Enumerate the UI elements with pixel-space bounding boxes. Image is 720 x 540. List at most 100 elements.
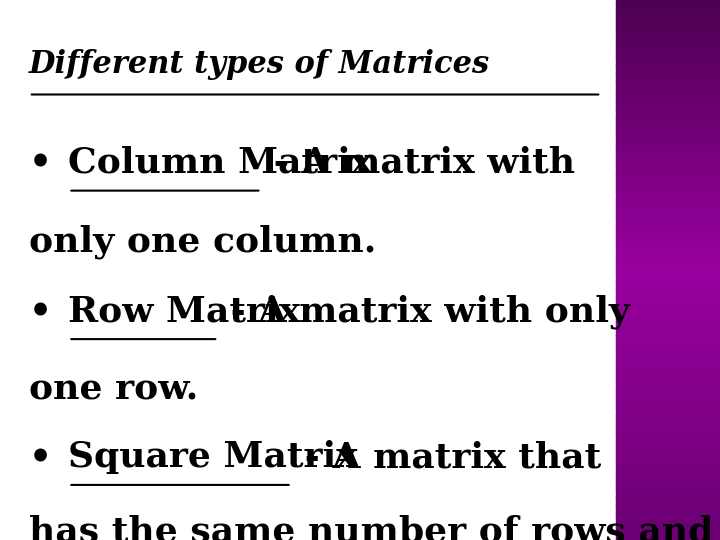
Bar — [616, 278, 720, 281]
Bar — [616, 242, 720, 246]
Bar — [616, 323, 720, 327]
Bar — [616, 251, 720, 254]
Bar — [616, 13, 720, 16]
Bar — [616, 413, 720, 416]
Bar — [616, 340, 720, 343]
Text: •: • — [29, 440, 52, 474]
Bar — [616, 364, 720, 367]
Bar — [616, 283, 720, 286]
Bar — [616, 367, 720, 370]
Bar — [616, 488, 720, 491]
Bar — [616, 477, 720, 481]
Bar — [616, 467, 720, 470]
Bar — [616, 102, 720, 105]
Bar — [616, 215, 720, 219]
Bar — [616, 391, 720, 394]
Bar — [616, 218, 720, 221]
Bar — [616, 353, 720, 356]
Bar — [616, 83, 720, 86]
Bar — [616, 296, 720, 300]
Bar — [616, 91, 720, 94]
Bar — [616, 24, 720, 27]
Bar — [616, 107, 720, 111]
Bar — [616, 507, 720, 510]
Bar — [616, 99, 720, 103]
Bar — [616, 472, 720, 475]
Bar — [616, 75, 720, 78]
Bar — [616, 180, 720, 184]
Bar — [616, 261, 720, 265]
Bar — [616, 186, 720, 189]
Bar — [616, 167, 720, 170]
Bar — [616, 188, 720, 192]
Bar — [616, 121, 720, 124]
Bar — [616, 269, 720, 273]
Bar — [616, 286, 720, 289]
Bar — [616, 485, 720, 489]
Bar — [616, 461, 720, 464]
Bar — [616, 510, 720, 513]
Text: Different types of Matrices: Different types of Matrices — [29, 49, 490, 79]
Bar — [616, 526, 720, 529]
Bar — [616, 59, 720, 62]
Bar — [616, 394, 720, 397]
Bar — [616, 496, 720, 500]
Text: •: • — [29, 294, 52, 328]
Bar — [616, 383, 720, 386]
Bar — [616, 423, 720, 427]
Bar — [616, 321, 720, 324]
Bar — [616, 64, 720, 68]
Bar — [616, 437, 720, 440]
Bar — [616, 156, 720, 159]
Bar — [616, 213, 720, 216]
Bar — [616, 191, 720, 194]
Bar — [616, 499, 720, 502]
Bar — [616, 326, 720, 329]
Bar — [616, 113, 720, 116]
Bar — [616, 469, 720, 472]
Bar — [616, 480, 720, 483]
Bar — [616, 224, 720, 227]
Bar — [616, 237, 720, 240]
Bar — [616, 399, 720, 402]
Bar — [616, 515, 720, 518]
Bar — [616, 529, 720, 532]
Bar — [616, 458, 720, 462]
Bar — [616, 205, 720, 208]
Bar — [616, 418, 720, 421]
Bar — [616, 170, 720, 173]
Bar — [616, 464, 720, 467]
Bar — [616, 32, 720, 35]
Bar — [616, 410, 720, 413]
Bar — [616, 334, 720, 338]
Bar — [616, 137, 720, 140]
Bar — [616, 372, 720, 375]
Bar — [616, 377, 720, 381]
Text: Square Matrix: Square Matrix — [68, 440, 358, 474]
Bar — [616, 234, 720, 238]
Bar — [616, 483, 720, 486]
Bar — [616, 126, 720, 130]
Text: Row Matrix: Row Matrix — [68, 294, 301, 328]
Bar — [616, 280, 720, 284]
Bar — [616, 199, 720, 202]
Bar — [616, 202, 720, 205]
Bar — [616, 537, 720, 540]
Bar — [616, 504, 720, 508]
Bar — [616, 491, 720, 494]
Bar — [616, 318, 720, 321]
Bar — [616, 302, 720, 305]
Bar — [616, 494, 720, 497]
Bar — [616, 132, 720, 135]
Bar — [616, 21, 720, 24]
Bar — [616, 172, 720, 176]
Bar — [616, 407, 720, 410]
Bar — [616, 521, 720, 524]
Bar — [616, 264, 720, 267]
Bar — [616, 429, 720, 432]
Bar — [616, 342, 720, 346]
Bar — [616, 45, 720, 49]
Bar — [616, 248, 720, 251]
Bar — [616, 350, 720, 354]
Bar — [616, 183, 720, 186]
